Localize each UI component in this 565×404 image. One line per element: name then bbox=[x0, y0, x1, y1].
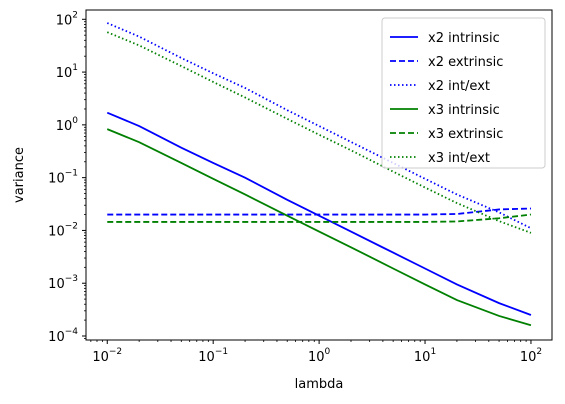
y-tick-label-3: 10−1 bbox=[48, 169, 78, 187]
x-tick-label-0-base: 10 bbox=[92, 350, 109, 365]
y-tick-label-1: 10−3 bbox=[48, 274, 78, 292]
y-tick-label-0-exponent: −4 bbox=[65, 327, 79, 337]
x-tick-label-4: 102 bbox=[520, 347, 542, 365]
y-tick-label-6-exponent: 2 bbox=[72, 10, 78, 20]
y-tick-label-3-base: 10 bbox=[48, 172, 65, 187]
series-line-0 bbox=[106, 111, 532, 316]
y-tick-label-2-base: 10 bbox=[48, 224, 65, 239]
y-tick-label-1-exponent: −3 bbox=[65, 274, 78, 284]
x-tick-label-2-base: 10 bbox=[308, 350, 325, 365]
legend-label-3: x3 intrinsic bbox=[428, 103, 500, 118]
legend-label-5: x3 int/ext bbox=[428, 151, 490, 166]
series-line-4 bbox=[107, 213, 532, 223]
series-line-3 bbox=[106, 128, 532, 327]
x-tick-label-2-exponent: 0 bbox=[325, 347, 331, 357]
x-tick-label-0: 10−2 bbox=[92, 347, 122, 365]
legend-label-1: x2 extrinsic bbox=[428, 55, 503, 70]
series-line-1 bbox=[107, 207, 531, 216]
x-tick-label-3-base: 10 bbox=[414, 350, 431, 365]
series-layer bbox=[106, 22, 532, 327]
series-line-5 bbox=[106, 31, 532, 234]
y-axis-label: variance bbox=[12, 147, 27, 203]
ticks-layer: 10−2 10−1 100 101 10210−410−310−210−11001011… bbox=[48, 10, 542, 365]
y-tick-label-6-base: 10 bbox=[56, 13, 73, 28]
y-tick-label-1-base: 10 bbox=[48, 277, 65, 292]
y-tick-label-4: 100 bbox=[56, 116, 79, 134]
x-axis-label: lambda bbox=[295, 377, 344, 392]
y-tick-label-2-exponent: −2 bbox=[65, 221, 78, 231]
y-tick-label-4-exponent: 0 bbox=[72, 116, 78, 126]
x-tick-label-1-exponent: −1 bbox=[215, 347, 228, 357]
legend-label-4: x3 extrinsic bbox=[428, 127, 503, 142]
y-tick-label-2: 10−2 bbox=[48, 221, 78, 239]
legend-label-2: x2 int/ext bbox=[428, 79, 490, 94]
y-tick-label-0-base: 10 bbox=[48, 330, 65, 345]
y-tick-label-0: 10−4 bbox=[48, 327, 78, 345]
x-tick-label-4-base: 10 bbox=[520, 350, 537, 365]
x-tick-label-1-base: 10 bbox=[198, 350, 215, 365]
x-tick-label-4-exponent: 2 bbox=[536, 347, 542, 357]
x-tick-label-3: 101 bbox=[414, 347, 436, 365]
legend-label-0: x2 intrinsic bbox=[428, 31, 500, 46]
y-tick-label-4-base: 10 bbox=[56, 119, 73, 134]
y-tick-label-5-exponent: 1 bbox=[72, 63, 78, 73]
y-tick-label-3-exponent: −1 bbox=[65, 169, 78, 179]
x-tick-label-2: 100 bbox=[308, 347, 331, 365]
y-tick-label-5: 101 bbox=[56, 63, 78, 81]
legend: x2 intrinsic x2 extrinsic x2 int/ext x3 int… bbox=[381, 17, 546, 169]
x-tick-label-0-exponent: −2 bbox=[109, 347, 122, 357]
legend-frame bbox=[381, 17, 546, 169]
x-tick-label-1: 10−1 bbox=[198, 347, 228, 365]
y-tick-label-5-base: 10 bbox=[56, 66, 73, 81]
x-tick-label-3-exponent: 1 bbox=[430, 347, 436, 357]
y-tick-label-6: 102 bbox=[56, 10, 78, 28]
